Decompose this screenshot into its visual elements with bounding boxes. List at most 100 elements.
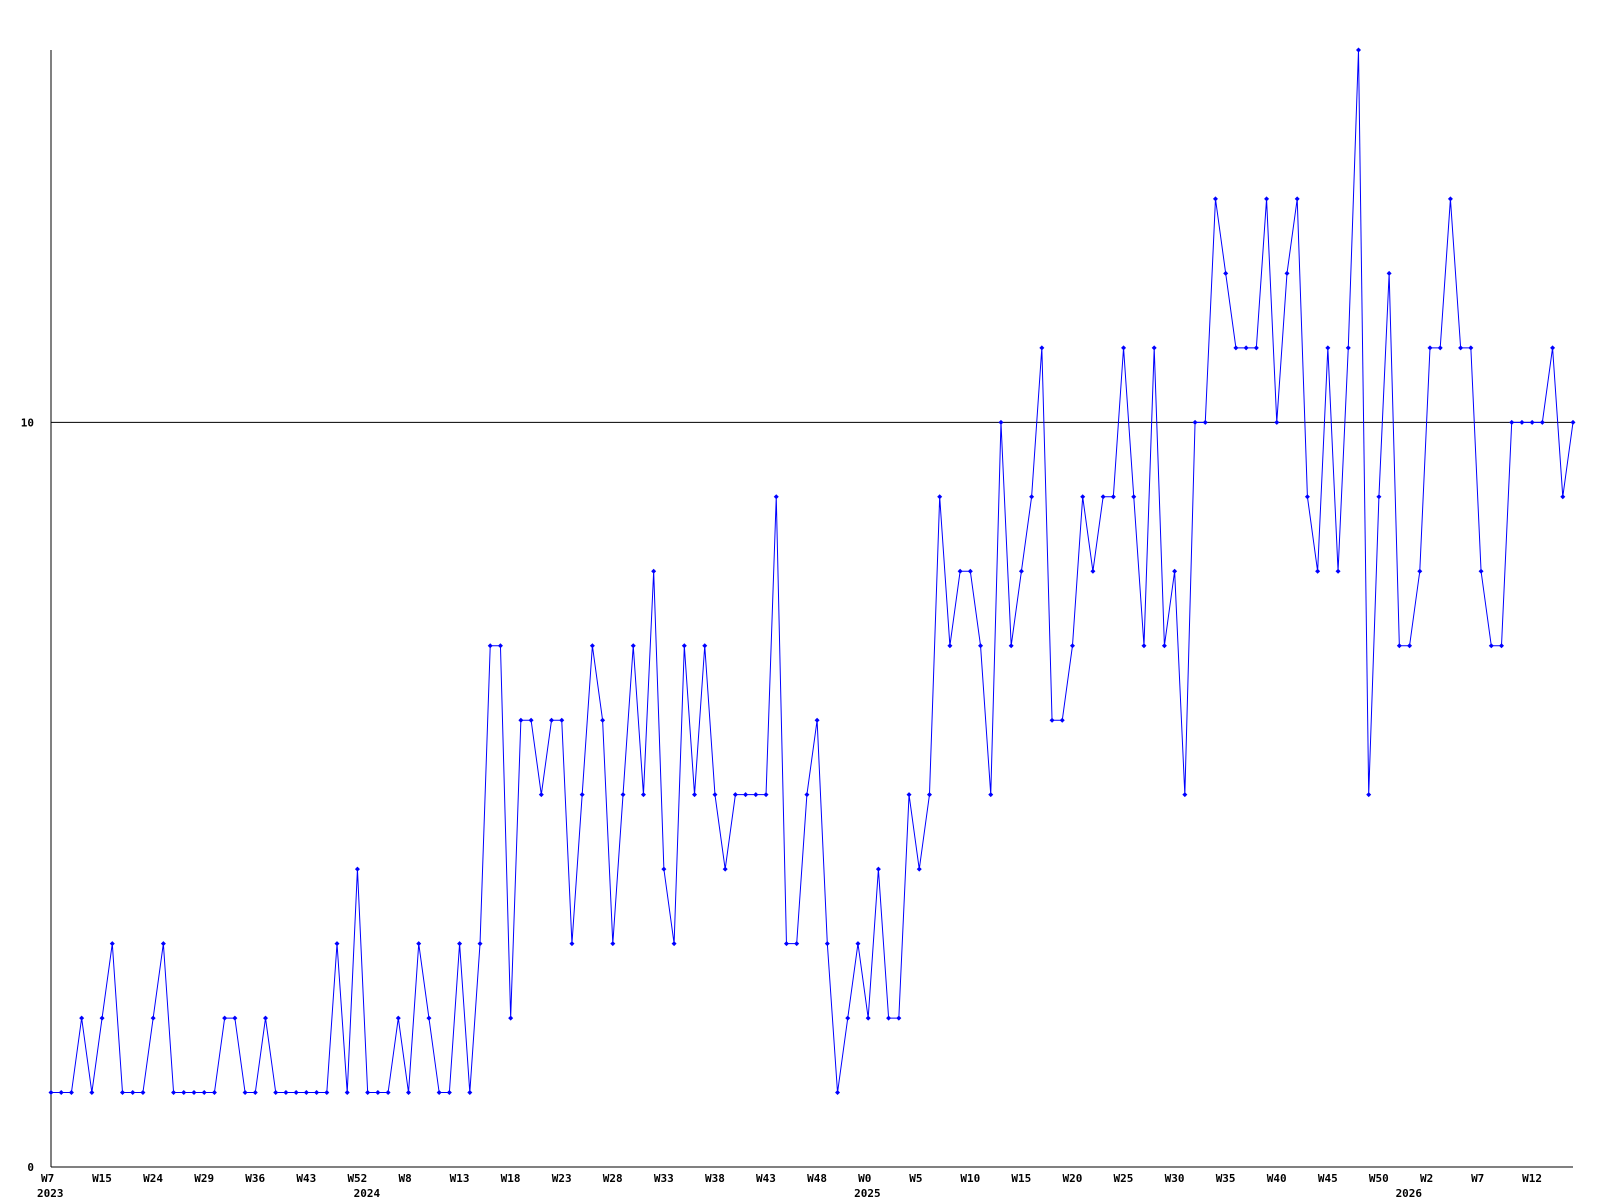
data-point bbox=[978, 643, 984, 649]
x-tick-label: W28 bbox=[603, 1172, 623, 1185]
data-point bbox=[600, 717, 606, 723]
data-point bbox=[630, 643, 636, 649]
data-point bbox=[79, 1015, 85, 1021]
data-point bbox=[1212, 196, 1218, 202]
data-point bbox=[1008, 643, 1014, 649]
data-point bbox=[1355, 47, 1361, 53]
data-point bbox=[1029, 494, 1035, 500]
data-point bbox=[896, 1015, 902, 1021]
data-point bbox=[89, 1090, 95, 1096]
data-point bbox=[232, 1015, 238, 1021]
x-tick-label: W43 bbox=[756, 1172, 776, 1185]
data-point bbox=[120, 1090, 126, 1096]
data-point bbox=[998, 419, 1004, 425]
data-point bbox=[610, 941, 616, 947]
data-point bbox=[640, 792, 646, 798]
data-point bbox=[487, 643, 493, 649]
data-point bbox=[211, 1090, 217, 1096]
data-point bbox=[457, 941, 463, 947]
data-point bbox=[1570, 419, 1576, 425]
data-point bbox=[835, 1090, 841, 1096]
data-point bbox=[518, 717, 524, 723]
data-point bbox=[1366, 792, 1372, 798]
data-point bbox=[1233, 345, 1239, 351]
data-point bbox=[252, 1090, 258, 1096]
data-point bbox=[140, 1090, 146, 1096]
data-point bbox=[1080, 494, 1086, 500]
data-point bbox=[794, 941, 800, 947]
data-point bbox=[1121, 345, 1127, 351]
data-point bbox=[130, 1090, 136, 1096]
data-point bbox=[1304, 494, 1310, 500]
data-point bbox=[1243, 345, 1249, 351]
data-point bbox=[1202, 419, 1208, 425]
data-point bbox=[283, 1090, 289, 1096]
x-tick-label: W38 bbox=[705, 1172, 725, 1185]
data-point bbox=[171, 1090, 177, 1096]
data-point bbox=[68, 1090, 74, 1096]
data-point bbox=[1345, 345, 1351, 351]
data-point bbox=[181, 1090, 187, 1096]
data-point bbox=[150, 1015, 156, 1021]
data-point bbox=[160, 941, 166, 947]
data-point bbox=[1294, 196, 1300, 202]
x-tick-label: W50 bbox=[1369, 1172, 1389, 1185]
data-point bbox=[783, 941, 789, 947]
data-point bbox=[242, 1090, 248, 1096]
data-point bbox=[406, 1090, 412, 1096]
x-tick-label: W15 bbox=[92, 1172, 112, 1185]
x-tick-label: W8 bbox=[399, 1172, 412, 1185]
data-point bbox=[753, 792, 759, 798]
data-point bbox=[1458, 345, 1464, 351]
data-point bbox=[324, 1090, 330, 1096]
data-point bbox=[293, 1090, 299, 1096]
x-tick-label: W23 bbox=[552, 1172, 572, 1185]
data-point bbox=[865, 1015, 871, 1021]
data-point bbox=[957, 568, 963, 574]
data-point bbox=[1447, 196, 1453, 202]
data-point bbox=[303, 1090, 309, 1096]
data-point bbox=[1182, 792, 1188, 798]
data-point bbox=[1550, 345, 1556, 351]
x-year-label: 2024 bbox=[354, 1187, 381, 1200]
data-point bbox=[1396, 643, 1402, 649]
x-tick-label: W29 bbox=[194, 1172, 214, 1185]
data-point bbox=[1284, 270, 1290, 276]
x-tick-label: W7 bbox=[41, 1172, 54, 1185]
data-point bbox=[446, 1090, 452, 1096]
x-tick-label: W2 bbox=[1420, 1172, 1433, 1185]
data-point bbox=[1110, 494, 1116, 500]
data-point bbox=[773, 494, 779, 500]
x-tick-label: W45 bbox=[1318, 1172, 1338, 1185]
data-point bbox=[1049, 717, 1055, 723]
data-point bbox=[1407, 643, 1413, 649]
data-point bbox=[58, 1090, 64, 1096]
data-point bbox=[804, 792, 810, 798]
data-point bbox=[314, 1090, 320, 1096]
data-point bbox=[99, 1015, 105, 1021]
x-tick-label: W13 bbox=[450, 1172, 470, 1185]
data-point bbox=[109, 941, 115, 947]
data-point bbox=[947, 643, 953, 649]
data-point bbox=[1386, 270, 1392, 276]
y-tick-label: 0 bbox=[27, 1161, 34, 1174]
data-point bbox=[344, 1090, 350, 1096]
data-point bbox=[743, 792, 749, 798]
data-point bbox=[732, 792, 738, 798]
y-tick-label: 10 bbox=[21, 416, 34, 429]
data-point bbox=[426, 1015, 432, 1021]
data-point bbox=[886, 1015, 892, 1021]
data-point bbox=[222, 1015, 228, 1021]
data-point bbox=[508, 1015, 514, 1021]
data-point bbox=[1151, 345, 1157, 351]
data-point bbox=[191, 1090, 197, 1096]
data-point bbox=[1264, 196, 1270, 202]
data-point bbox=[497, 643, 503, 649]
data-point bbox=[875, 866, 881, 872]
x-tick-label: W12 bbox=[1522, 1172, 1542, 1185]
x-year-label: 2026 bbox=[1396, 1187, 1423, 1200]
data-point bbox=[263, 1015, 269, 1021]
data-point bbox=[385, 1090, 391, 1096]
data-point bbox=[702, 643, 708, 649]
data-point bbox=[1192, 419, 1198, 425]
